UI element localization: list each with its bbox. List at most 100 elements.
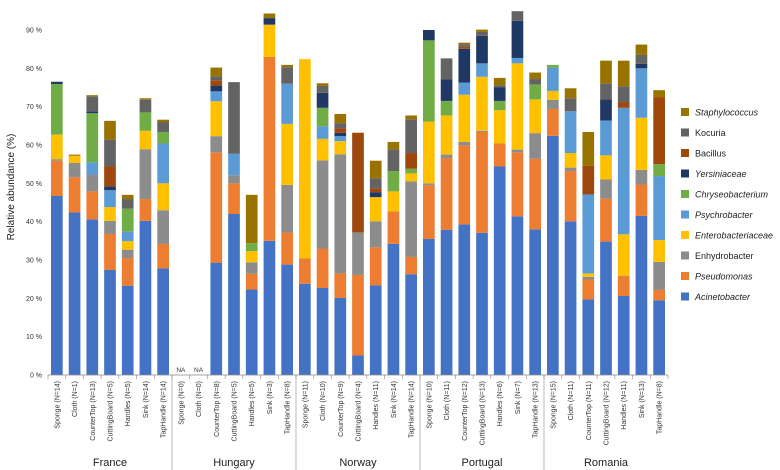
- bar-segment: [157, 210, 169, 244]
- bar-segment: [423, 121, 435, 184]
- bar-segment: [458, 48, 471, 83]
- legend-label: Bacillus: [695, 149, 727, 159]
- bar-segment: [600, 198, 612, 242]
- bar-segment: [139, 199, 152, 221]
- bar-segment: [387, 171, 400, 192]
- x-category-label: CuttingBoard (N=12): [604, 381, 611, 445]
- y-tick-label: 20 %: [26, 296, 42, 303]
- bar-segment: [316, 160, 329, 249]
- bar-segment: [369, 197, 382, 222]
- bar-segment: [316, 138, 329, 161]
- bar-segment: [493, 77, 506, 86]
- x-category-label: CounterTop (N=13): [90, 381, 97, 441]
- y-tick-label: 70 %: [26, 104, 42, 111]
- bar-segment: [458, 46, 471, 49]
- x-category-label: Handles (N=5): [125, 381, 132, 426]
- bar-segment: [157, 119, 169, 122]
- bar-segment: [635, 63, 648, 69]
- bar-segment: [228, 82, 240, 154]
- bar-segment: [86, 174, 99, 192]
- bar-segment: [86, 162, 99, 175]
- bar-segment: [440, 100, 453, 116]
- bar-segment: [547, 64, 559, 68]
- x-category-label: Sink (N=3): [267, 381, 274, 414]
- bar-segment: [387, 141, 400, 150]
- bar-segment: [387, 149, 400, 172]
- bar-segment: [157, 243, 169, 269]
- bar-segment: [564, 88, 577, 99]
- bar-segment: [316, 83, 329, 86]
- bar-segment: [635, 117, 648, 170]
- bar-segment: [68, 212, 81, 375]
- bar-segment: [493, 143, 506, 167]
- bar-segment: [617, 296, 630, 375]
- bar-segment: [86, 95, 99, 97]
- bar-segment: [387, 243, 400, 375]
- bar-segment: [529, 229, 541, 375]
- bar-segment: [564, 98, 577, 112]
- bar-segment: [440, 229, 453, 375]
- bars-layer: NA NA: [51, 11, 665, 375]
- bar-segment: [476, 130, 488, 132]
- bar-segment: [635, 169, 648, 185]
- bar-segment: [423, 185, 435, 239]
- y-tick-label: 0 %: [30, 373, 42, 380]
- bar-segment: [334, 273, 347, 298]
- bar-segment: [369, 160, 382, 179]
- bar-segment: [511, 20, 524, 58]
- bar-segment: [245, 243, 258, 252]
- bar-segment: [600, 155, 612, 180]
- bar-segment: [121, 231, 134, 242]
- x-category-label: TapHandle (N=8): [285, 381, 292, 434]
- bar-segment: [423, 30, 435, 41]
- bar-segment: [281, 64, 293, 68]
- bar-segment: [263, 18, 276, 25]
- bar-segment: [476, 76, 488, 131]
- legend: Staphylococcus Kocuria Bacillus Yersiniacea…: [681, 108, 773, 302]
- bar-segment: [653, 300, 665, 375]
- bar-segment: [334, 123, 347, 129]
- bar-segment: [228, 175, 240, 184]
- bar-segment: [440, 115, 453, 155]
- bar-segment: [440, 58, 453, 80]
- bar-segment: [458, 224, 471, 375]
- bar-segment: [210, 76, 223, 81]
- bar-segment: [458, 141, 471, 146]
- legend-swatch: [681, 292, 689, 301]
- bar-segment: [476, 232, 488, 375]
- bar-segment: [369, 178, 382, 189]
- x-category-label: TapHandle (N=14): [161, 381, 168, 438]
- x-category-label: Sponge (N=0): [178, 381, 185, 425]
- bar-segment: [334, 132, 347, 137]
- country-label: Hungary: [213, 457, 255, 469]
- bar-segment: [334, 141, 347, 155]
- bar-segment: [316, 287, 329, 375]
- bar-segment: [653, 164, 665, 177]
- bar-segment: [617, 86, 630, 103]
- bar-segment: [228, 153, 240, 176]
- bar-segment: [51, 195, 63, 375]
- bar-segment: [369, 192, 382, 198]
- bar-segment: [458, 94, 471, 142]
- bar-segment: [582, 299, 595, 375]
- bar-segment: [547, 108, 559, 136]
- bar-segment: [635, 44, 648, 55]
- bar-segment: [617, 107, 630, 235]
- legend-label: Acinetobacter: [694, 292, 751, 302]
- x-category-label: Sponge (N=15): [550, 381, 557, 429]
- legend-swatch: [681, 210, 689, 219]
- bar-segment: [51, 84, 63, 135]
- bar-segment: [405, 119, 417, 154]
- bar-segment: [51, 159, 63, 161]
- bar-segment: [653, 176, 665, 241]
- bar-segment: [210, 85, 223, 92]
- legend-swatch: [681, 272, 689, 280]
- bar-segment: [139, 130, 152, 150]
- bar-segment: [104, 233, 116, 270]
- bar-segment: [245, 194, 258, 244]
- country-label: Portugal: [462, 457, 503, 469]
- x-category-label: Sink (N=14): [143, 381, 150, 418]
- bar-segment: [281, 123, 293, 185]
- legend-label: Kocuria: [695, 128, 726, 138]
